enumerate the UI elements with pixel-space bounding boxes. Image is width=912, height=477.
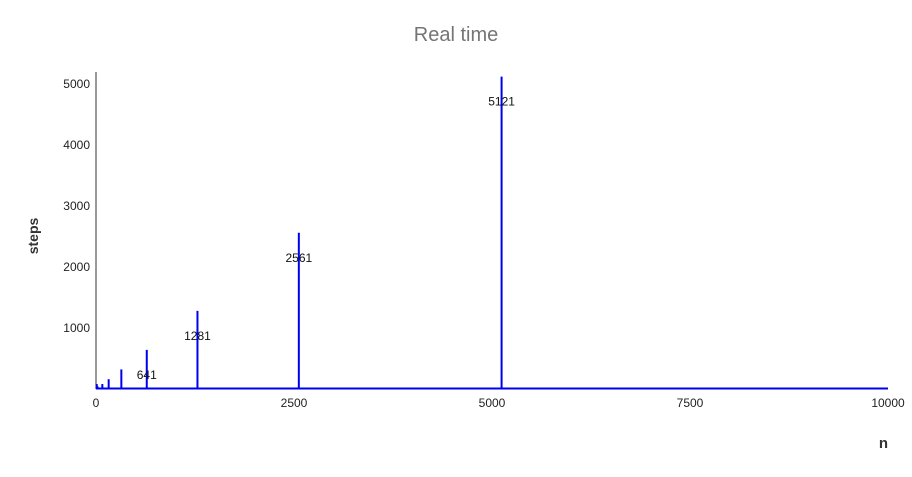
y-tick-label: 2000 <box>63 260 90 274</box>
x-tick-label: 10000 <box>871 396 905 410</box>
data-label: 5121 <box>488 95 515 109</box>
data-label: 1281 <box>184 329 211 343</box>
x-tick-label: 2500 <box>281 396 308 410</box>
x-tick-label: 0 <box>93 396 100 410</box>
y-tick-label: 4000 <box>63 138 90 152</box>
y-tick-label: 1000 <box>63 321 90 335</box>
y-tick-label: 5000 <box>63 77 90 91</box>
x-tick-label: 5000 <box>479 396 506 410</box>
y-tick-label: 3000 <box>63 199 90 213</box>
x-axis-label: n <box>878 435 888 452</box>
data-label: 641 <box>137 368 157 382</box>
chart-title: Real time <box>413 24 499 46</box>
data-label: 2561 <box>285 251 312 265</box>
x-tick-label: 7500 <box>677 396 704 410</box>
